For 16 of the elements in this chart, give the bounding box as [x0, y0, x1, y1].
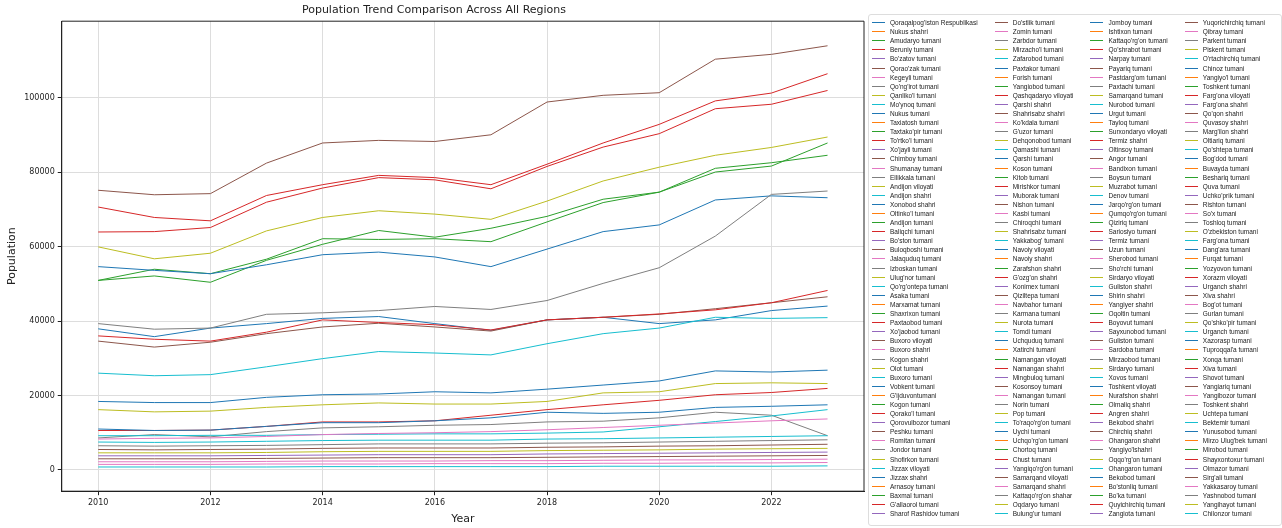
y-tick-label: 20000 — [29, 390, 55, 400]
x-axis-title: Year — [450, 512, 475, 526]
y-tick-label: 80000 — [29, 167, 55, 177]
x-tick-label: 2018 — [536, 498, 558, 508]
y-axis-title: Population — [5, 227, 19, 286]
x-tick-label: 2012 — [200, 498, 221, 508]
x-tick-label: 2022 — [761, 498, 782, 508]
y-tick-label: 100000 — [24, 92, 55, 102]
chart-title: Population Trend Comparison Across All Regions — [301, 3, 567, 17]
x-tick-label: 2014 — [312, 498, 333, 508]
x-tick-label: 2016 — [424, 498, 445, 508]
y-tick-label: 0 — [49, 465, 55, 475]
x-tick-label: 2020 — [649, 498, 670, 508]
x-tick-label: 2010 — [88, 498, 109, 508]
y-tick-label: 60000 — [29, 241, 55, 251]
y-tick-label: 40000 — [29, 316, 55, 326]
